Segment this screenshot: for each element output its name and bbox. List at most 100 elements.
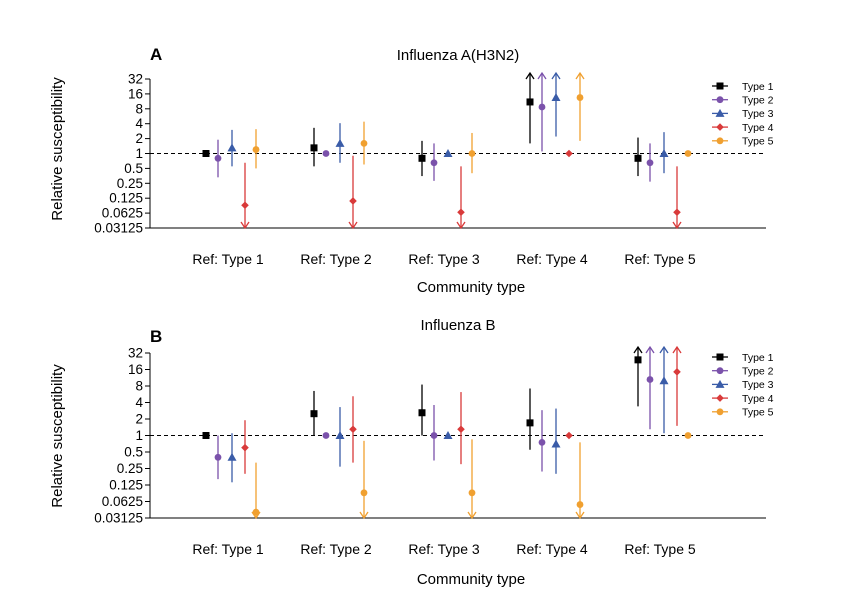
- panel-a-y-axis-title: Relative susceptibility: [49, 77, 66, 221]
- legend-label: Type 2: [742, 95, 774, 107]
- legend-marker: [716, 408, 724, 416]
- panel-b-y-axis-title: Relative susceptibility: [49, 364, 66, 508]
- series-type-4-point: [349, 197, 357, 205]
- series-type-3-point: [659, 149, 669, 157]
- series-type-4-point: [457, 208, 465, 217]
- y-tick-label: 0.0625: [102, 494, 143, 509]
- series-type-1-arrow-up: [525, 71, 535, 80]
- legend-marker: [716, 82, 724, 90]
- series-type-1-point: [526, 98, 534, 106]
- series-type-5-arrow-down: [575, 511, 585, 520]
- y-tick-label: 2: [135, 412, 143, 427]
- y-tick-label: 4: [135, 395, 143, 410]
- legend-label: Type 1: [742, 81, 774, 93]
- series-type-4-point: [457, 425, 465, 434]
- series-type-2-point: [430, 159, 438, 167]
- legend-label: Type 1: [742, 352, 774, 364]
- series-type-4-point: [349, 425, 357, 434]
- series-type-3-point: [335, 138, 345, 147]
- y-tick-label: 1: [135, 146, 143, 161]
- category-label: Ref: Type 4: [516, 541, 588, 557]
- legend-label: Type 5: [742, 407, 774, 419]
- series-type-2-point: [430, 432, 438, 439]
- panel-b-title: Influenza B: [420, 317, 495, 334]
- legend-marker: [716, 394, 724, 402]
- y-tick-label: 1: [135, 428, 143, 443]
- y-tick-label: 0.0625: [102, 206, 143, 221]
- series-type-2-point: [214, 453, 222, 461]
- series-type-4-point: [565, 431, 573, 440]
- y-tick-label: 4: [135, 116, 143, 131]
- series-type-4-point: [241, 443, 249, 452]
- series-type-5-arrow-down: [467, 511, 477, 520]
- legend-marker: [716, 123, 724, 131]
- series-type-3-point: [551, 93, 561, 102]
- series-type-3-point: [335, 431, 345, 439]
- panel-b: B Influenza B Relative susceptibility Co…: [49, 317, 774, 588]
- y-tick-label: 16: [128, 362, 143, 377]
- series-type-5-point: [684, 150, 692, 157]
- category-label: Ref: Type 1: [192, 541, 264, 557]
- series-type-5-point: [468, 489, 476, 497]
- panel-a-x-axis-title: Community type: [417, 279, 525, 296]
- legend-marker: [715, 108, 725, 117]
- series-type-1-point: [634, 154, 642, 162]
- series-type-3-arrow-up: [659, 345, 669, 354]
- legend-label: Type 5: [742, 136, 774, 148]
- series-type-3-point: [551, 439, 561, 448]
- y-tick-label: 16: [128, 86, 143, 101]
- series-type-3-arrow-up: [551, 71, 561, 80]
- series-type-5-arrow-down: [359, 511, 369, 520]
- series-type-3-point: [227, 143, 237, 152]
- series-type-5-arrow-up: [575, 71, 585, 80]
- series-type-5-point: [576, 94, 584, 101]
- panel-b-letter: B: [150, 327, 162, 346]
- legend-label: Type 3: [742, 379, 774, 391]
- y-tick-label: 0.03125: [94, 221, 143, 236]
- series-type-5-point: [576, 501, 584, 508]
- category-label: Ref: Type 5: [624, 541, 696, 557]
- series-type-2-arrow-up: [537, 71, 547, 80]
- y-tick-label: 0.25: [117, 176, 143, 191]
- series-type-1-point: [418, 154, 426, 162]
- series-type-3-point: [443, 431, 453, 439]
- category-label: Ref: Type 3: [408, 251, 480, 267]
- series-type-4-arrow-up: [672, 345, 682, 354]
- panel-a-letter: A: [150, 45, 162, 64]
- series-type-5-point: [468, 150, 476, 157]
- series-type-4-point: [673, 368, 681, 376]
- series-type-4-arrow-down: [672, 221, 682, 230]
- series-type-2-point: [538, 438, 546, 446]
- category-label: Ref: Type 4: [516, 251, 588, 267]
- y-tick-label: 32: [128, 346, 143, 361]
- series-type-4-arrow-down: [348, 221, 358, 230]
- legend-marker: [716, 137, 724, 145]
- panel-b-x-axis-title: Community type: [417, 571, 525, 588]
- series-type-4-point: [241, 201, 249, 210]
- y-tick-label: 32: [128, 72, 143, 87]
- series-type-2-point: [322, 432, 330, 439]
- legend-marker: [716, 96, 724, 104]
- y-tick-label: 2: [135, 131, 143, 146]
- y-tick-label: 8: [135, 101, 143, 116]
- legend-marker: [716, 367, 724, 375]
- y-tick-label: 0.125: [109, 478, 143, 493]
- y-tick-label: 0.03125: [94, 511, 143, 526]
- series-type-5-point: [360, 139, 368, 147]
- series-type-5-point: [360, 489, 368, 497]
- series-type-1-point: [526, 419, 534, 427]
- series-type-1-point: [310, 410, 318, 418]
- series-type-3-point: [227, 452, 237, 461]
- series-type-3-point: [659, 376, 669, 385]
- legend-label: Type 4: [742, 122, 774, 134]
- y-tick-label: 0.125: [109, 191, 143, 206]
- series-type-3-point: [443, 149, 453, 157]
- series-type-1-arrow-up: [633, 345, 643, 354]
- category-label: Ref: Type 3: [408, 541, 480, 557]
- series-type-4-point: [673, 208, 681, 217]
- series-type-4-point: [565, 149, 573, 158]
- series-type-4-arrow-down: [456, 221, 466, 230]
